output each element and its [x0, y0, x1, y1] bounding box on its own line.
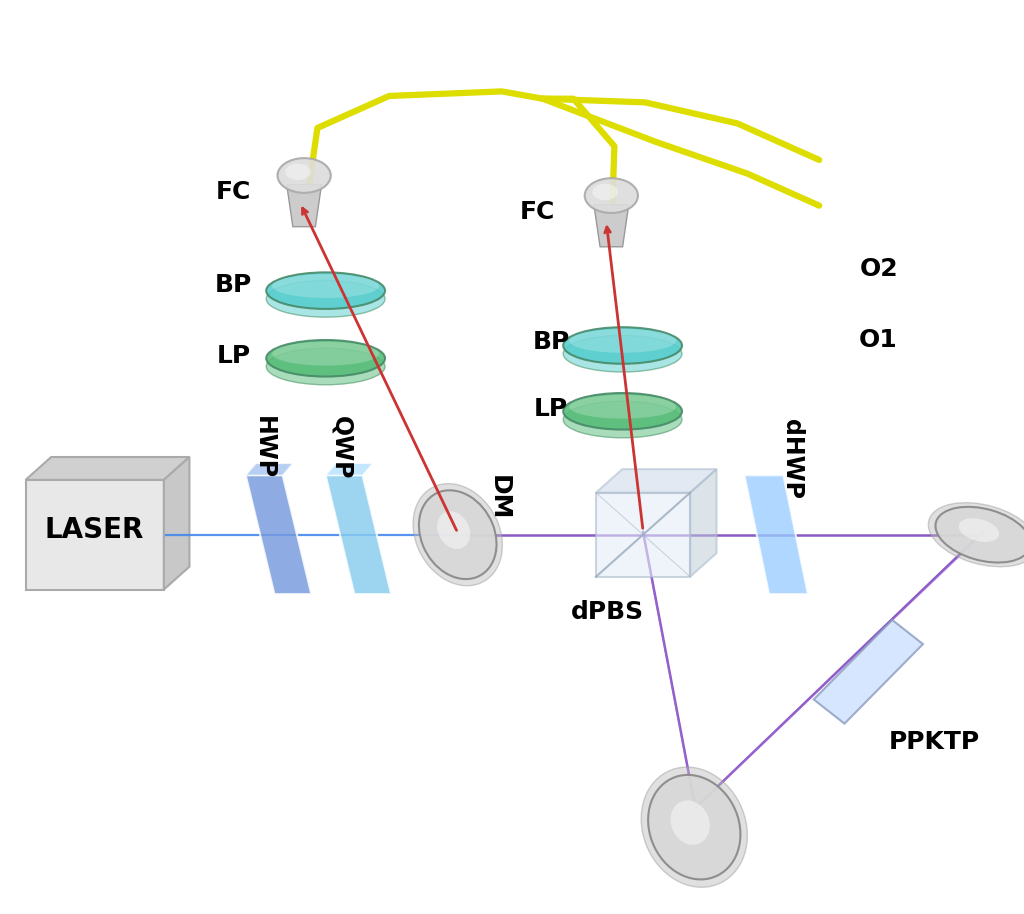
Text: O1: O1 — [859, 328, 898, 352]
Polygon shape — [594, 205, 629, 247]
Ellipse shape — [592, 184, 617, 200]
Polygon shape — [287, 185, 322, 227]
Ellipse shape — [569, 395, 676, 419]
Text: FC: FC — [520, 200, 555, 224]
Polygon shape — [744, 475, 808, 594]
Ellipse shape — [419, 490, 497, 579]
Text: FC: FC — [216, 180, 251, 204]
Ellipse shape — [272, 274, 379, 298]
Polygon shape — [164, 457, 189, 590]
Ellipse shape — [563, 327, 682, 364]
Ellipse shape — [958, 518, 999, 542]
Polygon shape — [596, 469, 717, 493]
Polygon shape — [596, 493, 690, 577]
Ellipse shape — [671, 801, 710, 845]
Polygon shape — [814, 620, 923, 724]
Polygon shape — [26, 457, 189, 480]
Polygon shape — [326, 463, 373, 475]
Polygon shape — [246, 463, 293, 475]
Ellipse shape — [266, 272, 385, 309]
Ellipse shape — [266, 340, 385, 377]
Ellipse shape — [437, 511, 470, 549]
Ellipse shape — [936, 507, 1024, 562]
Text: DM: DM — [486, 475, 511, 521]
Polygon shape — [326, 475, 391, 594]
Ellipse shape — [272, 342, 379, 366]
Ellipse shape — [569, 329, 676, 353]
Text: LASER: LASER — [44, 516, 144, 544]
Text: dPBS: dPBS — [570, 600, 644, 624]
Text: LP: LP — [534, 398, 568, 421]
Ellipse shape — [563, 335, 682, 372]
Ellipse shape — [563, 401, 682, 438]
Ellipse shape — [585, 178, 638, 213]
Text: HWP: HWP — [252, 416, 276, 480]
Text: BP: BP — [215, 273, 252, 297]
Text: LP: LP — [216, 345, 251, 368]
Text: BP: BP — [532, 330, 569, 354]
Text: O2: O2 — [859, 257, 898, 281]
Polygon shape — [26, 480, 164, 590]
Ellipse shape — [929, 503, 1024, 567]
Text: dHWP: dHWP — [779, 419, 804, 499]
Ellipse shape — [641, 767, 748, 887]
Polygon shape — [246, 475, 311, 594]
Ellipse shape — [266, 281, 385, 317]
Ellipse shape — [413, 484, 503, 586]
Text: QWP: QWP — [329, 416, 353, 480]
Ellipse shape — [266, 348, 385, 385]
Text: PPKTP: PPKTP — [889, 730, 979, 754]
Ellipse shape — [648, 775, 740, 879]
Ellipse shape — [563, 393, 682, 430]
Polygon shape — [690, 469, 717, 577]
Ellipse shape — [285, 164, 311, 180]
Ellipse shape — [278, 158, 331, 193]
